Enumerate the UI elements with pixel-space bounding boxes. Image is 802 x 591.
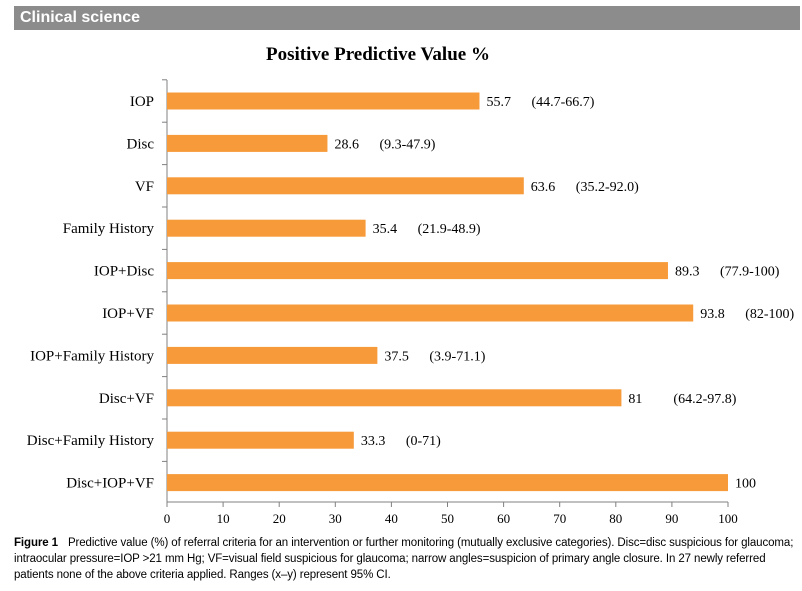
category-label: Family History bbox=[63, 221, 155, 237]
category-label: IOP+Disc bbox=[94, 264, 154, 280]
ci-label: (77.9-100) bbox=[720, 265, 780, 280]
bar-chart: Positive Predictive Value % 0 10 20 30 40 50 6… bbox=[27, 44, 795, 526]
value-label: 37.5 bbox=[384, 349, 409, 364]
value-label: 28.6 bbox=[334, 137, 359, 152]
ci-label: (82-100) bbox=[745, 307, 794, 322]
x-tick-label: 40 bbox=[385, 511, 398, 526]
bar bbox=[167, 431, 354, 449]
bar bbox=[167, 474, 728, 492]
x-tick-label: 60 bbox=[497, 511, 510, 526]
bar bbox=[167, 177, 524, 195]
category-label: Disc+VF bbox=[99, 391, 154, 407]
bar bbox=[167, 134, 328, 152]
ci-label: (9.3-47.9) bbox=[379, 137, 435, 152]
value-label: 55.7 bbox=[486, 95, 511, 110]
category-label: IOP bbox=[130, 94, 154, 110]
value-label: 35.4 bbox=[373, 222, 398, 237]
value-label: 89.3 bbox=[675, 265, 700, 280]
x-tick-label: 50 bbox=[441, 511, 454, 526]
x-tick-label: 10 bbox=[217, 511, 230, 526]
section-label: Clinical science bbox=[20, 9, 141, 26]
bar bbox=[167, 219, 366, 237]
x-tick-label: 30 bbox=[329, 511, 342, 526]
bar bbox=[167, 304, 694, 322]
ci-label: (44.7-66.7) bbox=[531, 95, 594, 110]
bar bbox=[167, 389, 622, 407]
value-label: 81 bbox=[628, 392, 642, 407]
category-label: Disc+IOP+VF bbox=[66, 476, 154, 492]
bar bbox=[167, 262, 668, 280]
figure-caption: Figure 1 Predictive value (%) of referral… bbox=[14, 535, 798, 583]
x-tick-label: 70 bbox=[553, 511, 566, 526]
figure-label: Figure 1 bbox=[14, 537, 58, 549]
value-label: 100 bbox=[735, 477, 756, 492]
section-header: Clinical science bbox=[14, 6, 800, 30]
value-label: 33.3 bbox=[361, 434, 386, 449]
ci-label: (35.2-92.0) bbox=[576, 180, 639, 195]
x-tick-label: 20 bbox=[273, 511, 286, 526]
ci-label: (21.9-48.9) bbox=[418, 222, 481, 237]
x-tick-label: 80 bbox=[609, 511, 622, 526]
category-label: IOP+Family History bbox=[30, 348, 154, 364]
bar bbox=[167, 346, 378, 364]
category-label: VF bbox=[135, 179, 154, 195]
x-tick-label: 90 bbox=[665, 511, 678, 526]
figure-caption-text: Predictive value (%) of referral criteri… bbox=[14, 537, 794, 581]
x-tick-label: 0 bbox=[164, 511, 171, 526]
bar bbox=[167, 92, 480, 110]
value-label: 63.6 bbox=[531, 180, 556, 195]
category-label: Disc+Family History bbox=[27, 433, 155, 449]
category-label: Disc bbox=[127, 136, 155, 152]
value-label: 93.8 bbox=[700, 307, 725, 322]
category-label: IOP+VF bbox=[102, 306, 154, 322]
x-tick-label: 100 bbox=[718, 511, 738, 526]
ci-label: (64.2-97.8) bbox=[673, 392, 736, 407]
ci-label: (0-71) bbox=[406, 434, 441, 449]
chart-title: Positive Predictive Value % bbox=[266, 44, 490, 65]
ci-label: (3.9-71.1) bbox=[429, 349, 485, 364]
